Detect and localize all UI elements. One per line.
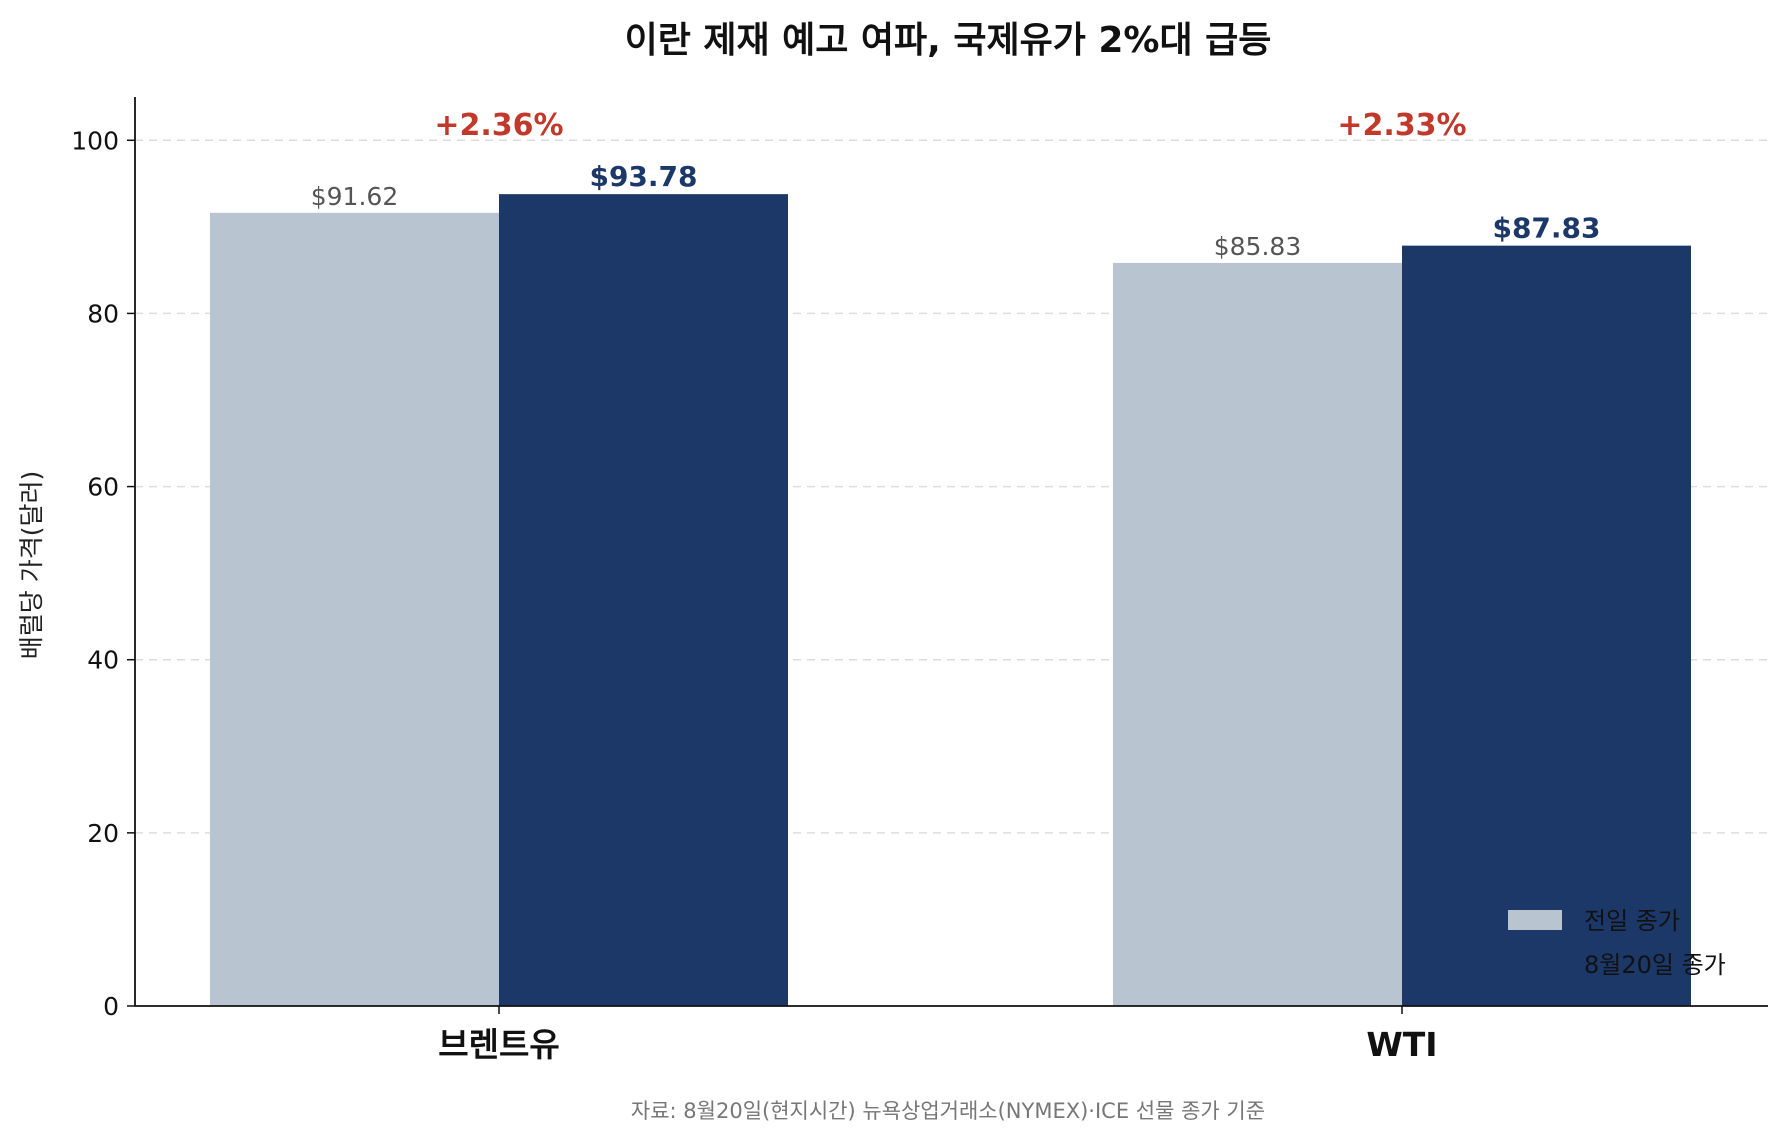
bars: $91.62 $93.78 +2.36% $85.83 $87.83 +2.33% xyxy=(210,108,1691,1007)
change-percent-label: +2.36% xyxy=(434,108,563,143)
bar-previous-close xyxy=(210,212,499,1006)
chart-title: 이란 제재 예고 여파, 국제유가 2%대 급등 xyxy=(625,20,1272,61)
legend-label-current: 8월20일 종가 xyxy=(1584,951,1726,979)
bar-current-close xyxy=(499,194,788,1006)
bar-current-close xyxy=(1402,245,1691,1007)
bar-previous-close xyxy=(1113,262,1402,1007)
change-percent-label: +2.33% xyxy=(1337,108,1466,143)
y-tick-label: 0 xyxy=(103,992,119,1021)
x-tick-label: 브렌트유 xyxy=(438,1025,559,1064)
source-note: 자료: 8월20일(현지시간) 뉴욕상업거래소(NYMEX)·ICE 선물 종가… xyxy=(631,1099,1265,1123)
legend: 전일 종가 8월20일 종가 xyxy=(1508,907,1726,979)
y-axis: 0 20 40 60 80 100 xyxy=(71,97,136,1021)
legend-swatch-current xyxy=(1508,954,1562,974)
y-tick-label: 60 xyxy=(87,473,119,502)
legend-swatch-previous xyxy=(1508,910,1562,930)
x-axis: 브렌트유 WTI xyxy=(135,1005,1768,1064)
legend-label-previous: 전일 종가 xyxy=(1584,907,1680,935)
value-label-previous: $91.62 xyxy=(311,182,398,211)
y-axis-label: 배럴당 가격(달러) xyxy=(17,471,46,659)
y-tick-label: 80 xyxy=(87,299,119,328)
value-label-current: $87.83 xyxy=(1492,212,1600,245)
value-label-current: $93.78 xyxy=(589,160,697,193)
x-tick-label: WTI xyxy=(1366,1025,1437,1064)
y-tick-label: 20 xyxy=(87,819,119,848)
y-tick-label: 100 xyxy=(71,126,119,155)
y-tick-label: 40 xyxy=(87,646,119,675)
value-label-previous: $85.83 xyxy=(1214,232,1301,261)
